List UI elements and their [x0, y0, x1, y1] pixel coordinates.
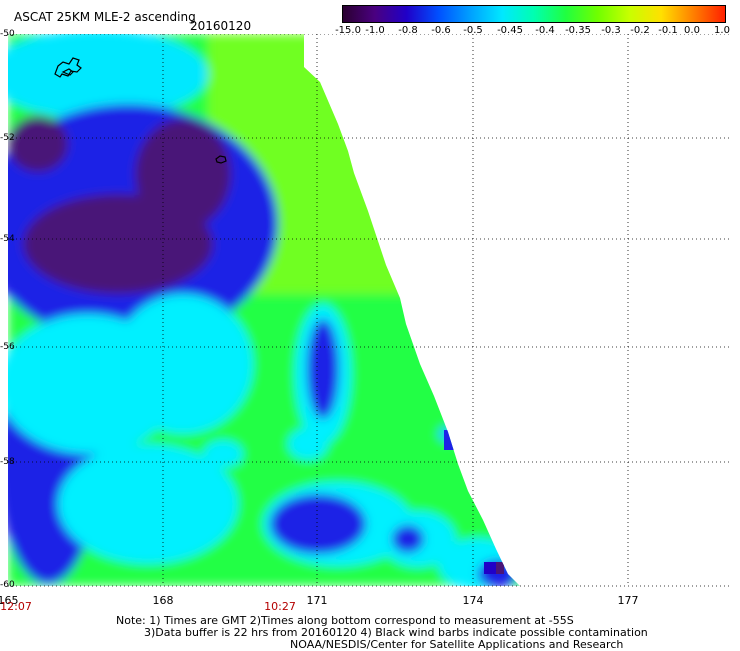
colorbar-labels: -15.0 -1.0 -0.8 -0.6 -0.5 -0.45 -0.4 -0.…: [330, 25, 735, 39]
colorbar-label: 1.0: [714, 25, 730, 36]
graticule: [8, 34, 732, 587]
lat-label: -58: [0, 457, 15, 467]
lat-label: -56: [0, 342, 15, 352]
footnote-line: NOAA/NESDIS/Center for Satellite Applica…: [290, 638, 624, 651]
colorbar-label: -0.35: [565, 25, 591, 36]
product-date: 20160120: [190, 19, 252, 33]
colorbar-label: -15.0: [335, 25, 361, 36]
lon-label: 165: [0, 594, 19, 607]
lon-label: 174: [462, 594, 484, 607]
colorbar-gradient: [343, 6, 725, 22]
colorbar-label: -0.4: [535, 25, 555, 36]
lon-label: 168: [152, 594, 174, 607]
colorbar-label: 0.0: [684, 25, 700, 36]
product-title: ASCAT 25KM MLE-2 ascending: [14, 10, 196, 24]
colorbar-label: -0.3: [601, 25, 621, 36]
footnote-line: Note: 1) Times are GMT 2)Times along bot…: [116, 614, 574, 627]
swath-map: [8, 34, 732, 587]
colorbar-label: -0.2: [630, 25, 650, 36]
lon-label: 171: [306, 594, 328, 607]
lat-label: -50: [0, 29, 15, 39]
colorbar-label: -0.5: [463, 25, 483, 36]
colorbar-label: -0.45: [497, 25, 523, 36]
colorbar-label: -1.0: [365, 25, 385, 36]
time-label: 12:07: [0, 600, 32, 613]
swath-data: [8, 34, 520, 586]
colorbar-label: -0.6: [431, 25, 451, 36]
footnote-line: 3)Data buffer is 22 hrs from 20160120 4)…: [144, 626, 648, 639]
lat-label: -60: [0, 580, 15, 590]
colorbar: [342, 5, 726, 23]
colorbar-label: -0.8: [398, 25, 418, 36]
time-label: 10:27: [264, 600, 296, 613]
lat-label: -54: [0, 234, 15, 244]
lat-label: -52: [0, 133, 15, 143]
land-outline: [54, 57, 227, 164]
colorbar-label: -0.1: [658, 25, 678, 36]
lon-label: 177: [617, 594, 639, 607]
